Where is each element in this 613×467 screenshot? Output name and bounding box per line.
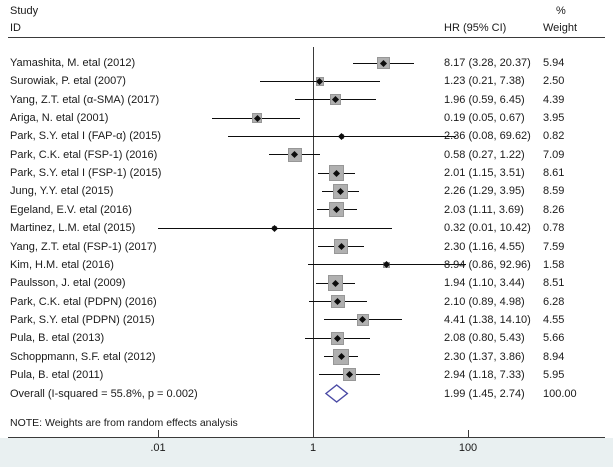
- weight-value: 7.09: [543, 148, 565, 161]
- header-hr-ci: HR (95% CI): [444, 22, 507, 34]
- hr-ci-value: 1.23 (0.21, 7.38): [444, 75, 525, 88]
- overall-label: Overall (I-squared = 55.8%, p = 0.002): [10, 387, 198, 400]
- hr-ci-value: 1.94 (1.10, 3.44): [444, 277, 525, 290]
- note-text: NOTE: Weights are from random effects an…: [10, 417, 238, 429]
- study-label: Paulsson, J. etal (2009): [10, 277, 126, 290]
- weight-value: 7.59: [543, 240, 565, 253]
- reference-line: [313, 47, 314, 437]
- weight-value: 8.26: [543, 203, 565, 216]
- study-label: Park, S.Y. etal I (FAP-α) (2015): [10, 130, 162, 143]
- study-label: Yamashita, M. etal (2012): [10, 57, 136, 69]
- x-axis-tick: [158, 430, 159, 437]
- axis-band: [0, 438, 613, 467]
- x-axis-tick-label: 1: [309, 442, 317, 454]
- weight-value: 8.51: [543, 277, 565, 290]
- weight-value: 0.82: [543, 130, 565, 143]
- x-axis-tick-label: 100: [458, 442, 478, 454]
- x-axis-tick: [468, 430, 469, 437]
- hr-ci-value: 2.30 (1.16, 4.55): [444, 240, 525, 253]
- hr-ci-value: 2.10 (0.89, 4.98): [444, 295, 525, 308]
- study-label: Martinez, L.M. etal (2015): [10, 222, 136, 235]
- weight-value: 0.78: [543, 222, 565, 235]
- hr-ci-value: 4.41 (1.38, 14.10): [444, 313, 531, 326]
- overall-diamond: [324, 384, 348, 403]
- hr-ci-value: 2.26 (1.29, 3.95): [444, 185, 525, 198]
- header-study: Study: [10, 5, 39, 17]
- hr-ci-value: 2.01 (1.15, 3.51): [444, 167, 525, 180]
- weight-value: 4.55: [543, 313, 565, 326]
- hr-ci-value: 2.30 (1.37, 3.86): [444, 350, 525, 363]
- study-label: Surowiak, P. etal (2007): [10, 75, 126, 88]
- study-label: Park, C.K. etal (FSP-1) (2016): [10, 148, 158, 161]
- study-label: Ariga, N. etal (2001): [10, 112, 109, 125]
- study-label: Park, C.K. etal (PDPN) (2016): [10, 295, 157, 308]
- hr-ci-value: 2.03 (1.11, 3.69): [444, 203, 524, 216]
- weight-value: 8.94: [543, 350, 565, 363]
- hr-ci-value: 0.19 (0.05, 0.67): [444, 112, 525, 125]
- hr-ci-value: 0.32 (0.01, 10.42): [444, 222, 531, 235]
- study-label: Park, S.Y. etal I (FSP-1) (2015): [10, 167, 162, 180]
- point-estimate-marker: [338, 132, 346, 140]
- weight-value: 1.58: [543, 258, 565, 271]
- weight-value: 5.95: [543, 368, 565, 381]
- study-label: Park, S.Y. etal (PDPN) (2015): [10, 313, 155, 326]
- study-label: Kim, H.M. etal (2016): [10, 258, 114, 271]
- weight-value: 4.39: [543, 93, 565, 106]
- header-id: ID: [10, 22, 21, 34]
- study-label: Schoppmann, S.F. etal (2012): [10, 350, 156, 363]
- study-label: Egeland, E.V. etal (2016): [10, 203, 132, 216]
- hr-ci-value: 8.17 (3.28, 20.37): [444, 57, 531, 69]
- hr-ci-value: 0.58 (0.27, 1.22): [444, 148, 525, 161]
- hr-ci-value: 2.08 (0.80, 5.43): [444, 332, 525, 345]
- study-label: Pula, B. etal (2011): [10, 368, 104, 381]
- header-percent: %: [556, 5, 566, 17]
- hr-ci-value: 8.94 (0.86, 92.96): [444, 258, 531, 271]
- study-label: Yang, Z.T. etal (α-SMA) (2017): [10, 93, 160, 106]
- x-axis-tick: [313, 430, 314, 437]
- weight-value: 8.59: [543, 185, 565, 198]
- weight-value: 6.28: [543, 295, 565, 308]
- study-label: Yang, Z.T. etal (FSP-1) (2017): [10, 240, 157, 253]
- header-rule: [8, 37, 605, 38]
- weight-value: 5.94: [543, 57, 565, 69]
- overall-hr-ci-value: 1.99 (1.45, 2.74): [444, 387, 525, 400]
- overall-weight-value: 100.00: [543, 387, 577, 400]
- weight-value: 5.66: [543, 332, 565, 345]
- point-estimate-marker: [271, 224, 279, 232]
- weight-value: 3.95: [543, 112, 565, 125]
- hr-ci-value: 1.96 (0.59, 6.45): [444, 93, 525, 106]
- weight-value: 2.50: [543, 75, 565, 88]
- header-weight: Weight: [543, 22, 578, 34]
- hr-ci-value: 2.94 (1.18, 7.33): [444, 368, 525, 381]
- x-axis-line: [8, 437, 605, 438]
- weight-value: 8.61: [543, 167, 565, 180]
- hr-ci-value: 2.36 (0.08, 69.62): [444, 130, 531, 143]
- study-label: Jung, Y.Y. etal (2015): [10, 185, 114, 198]
- x-axis-tick-label: .01: [150, 442, 166, 454]
- study-label: Pula, B. etal (2013): [10, 332, 105, 345]
